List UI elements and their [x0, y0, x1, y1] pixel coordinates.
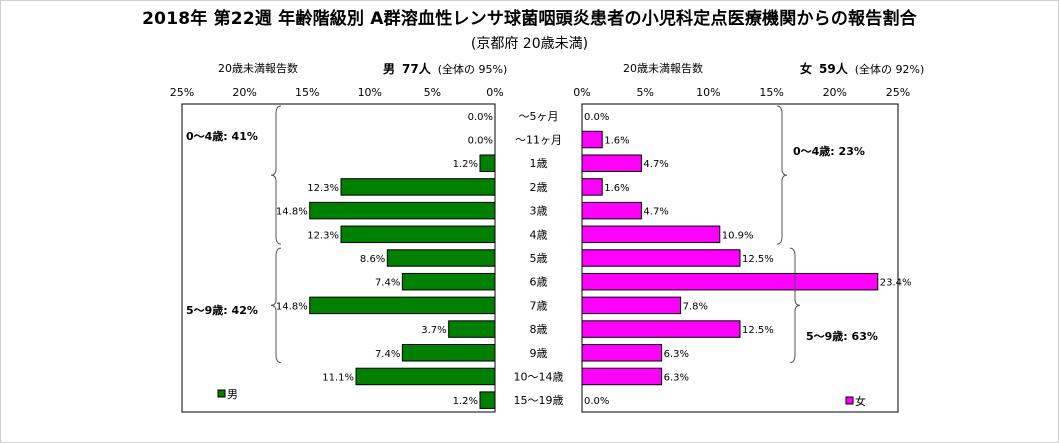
- female-bar: [581, 344, 663, 362]
- female-value-label: 0.0%: [584, 396, 609, 407]
- male-x-tick-label: 15%: [295, 86, 319, 99]
- female-value-label: 12.5%: [742, 254, 774, 265]
- male-bar: [479, 391, 496, 409]
- female-legend-swatch: [845, 396, 854, 405]
- female-bar: [581, 320, 741, 338]
- female-x-tick-label: 15%: [759, 86, 783, 99]
- male-group-label: 0～4歳: 41%: [186, 129, 258, 143]
- male-x-tick-label: 25%: [170, 86, 194, 99]
- male-bar: [309, 201, 496, 220]
- female-bar: [581, 201, 642, 220]
- male-value-label: 0.0%: [468, 136, 493, 147]
- male-header-summary: 男 77人 (全体の 95%): [383, 60, 507, 77]
- female-header-share: (全体の 92%): [854, 63, 925, 76]
- male-value-label: 7.4%: [375, 349, 400, 360]
- female-group-label: 0～4歳: 23%: [793, 144, 865, 158]
- male-x-tick-label: 0%: [486, 86, 503, 99]
- female-header-summary: 女 59人 (全体の 92%): [800, 60, 924, 77]
- female-value-label: 1.6%: [604, 136, 629, 147]
- age-category-label: 6歳: [530, 276, 548, 289]
- male-header-count: 77人: [402, 62, 431, 76]
- female-value-label: 4.7%: [643, 159, 668, 170]
- male-x-tick-label: 20%: [232, 86, 256, 99]
- male-value-label: 11.1%: [322, 372, 354, 383]
- female-value-label: 12.5%: [742, 325, 774, 336]
- male-bar: [340, 178, 496, 196]
- male-value-label: 1.2%: [453, 396, 478, 407]
- female-header-count: 59人: [819, 62, 848, 76]
- male-bar: [448, 320, 496, 338]
- female-x-tick-label: 10%: [696, 86, 720, 99]
- age-category-label: 4歳: [530, 228, 548, 241]
- female-value-label: 4.7%: [643, 207, 668, 218]
- male-bar: [386, 249, 496, 267]
- male-x-tick-label: 5%: [424, 86, 441, 99]
- female-value-label: 10.9%: [722, 230, 754, 241]
- female-value-label: 1.6%: [604, 183, 629, 194]
- male-bar: [340, 225, 496, 244]
- female-bar: [581, 272, 879, 291]
- female-value-label: 6.3%: [664, 349, 689, 360]
- female-bar: [581, 367, 663, 386]
- male-value-label: 1.2%: [453, 159, 478, 170]
- age-category-label: 2歳: [530, 181, 548, 194]
- male-value-label: 14.8%: [276, 207, 308, 218]
- female-bar: [581, 225, 721, 244]
- male-header-caption: 20歳未満報告数: [218, 62, 298, 75]
- female-bar: [581, 130, 603, 149]
- male-bar: [401, 344, 496, 362]
- male-header-share: (全体の 95%): [437, 63, 508, 76]
- age-category-label: 8歳: [530, 323, 548, 336]
- male-header-sex: 男: [383, 62, 396, 76]
- female-x-tick-label: 25%: [886, 86, 910, 99]
- female-group-label: 5～9歳: 63%: [806, 329, 878, 343]
- female-x-tick-label: 20%: [823, 86, 847, 99]
- female-value-label: 7.8%: [683, 301, 708, 312]
- male-bar: [355, 367, 496, 386]
- male-value-label: 12.3%: [307, 230, 339, 241]
- male-bar: [309, 296, 496, 315]
- chart-title: 2018年 第22週 年齢階級別 A群溶血性レンサ球菌咽頭炎患者の小児科定点医療…: [142, 9, 917, 29]
- age-category-label: 9歳: [530, 347, 548, 360]
- age-category-label: ～5ヶ月: [519, 110, 559, 123]
- female-value-label: 6.3%: [664, 372, 689, 383]
- male-group-label: 5～9歳: 42%: [186, 303, 258, 317]
- female-x-tick-label: 5%: [636, 86, 653, 99]
- male-value-label: 14.8%: [276, 301, 308, 312]
- age-category-label: 10～14歳: [514, 370, 564, 383]
- female-group-brace: [789, 247, 801, 364]
- female-bar: [581, 249, 741, 267]
- female-group-brace: [776, 105, 788, 245]
- female-header-caption: 20歳未満報告数: [623, 62, 703, 75]
- age-category-label: 5歳: [530, 252, 548, 265]
- male-bar: [479, 154, 496, 172]
- male-group-brace: [270, 247, 282, 364]
- female-legend-label: 女: [855, 394, 866, 408]
- age-category-label: ～11ヶ月: [515, 134, 562, 147]
- male-legend-swatch: [217, 389, 226, 398]
- male-value-label: 3.7%: [421, 325, 446, 336]
- female-x-tick-label: 0%: [573, 86, 590, 99]
- male-legend-label: 男: [227, 388, 238, 401]
- male-value-label: 12.3%: [307, 183, 339, 194]
- age-category-label: 15～19歳: [514, 394, 564, 407]
- female-bar: [581, 178, 603, 196]
- age-category-label: 7歳: [530, 299, 548, 312]
- male-x-tick-label: 10%: [358, 86, 382, 99]
- female-header-sex: 女: [800, 62, 813, 76]
- chart-subtitle: (京都府 20歳未満): [470, 36, 589, 52]
- male-value-label: 8.6%: [360, 254, 385, 265]
- male-value-label: 0.0%: [468, 112, 493, 123]
- female-bar: [581, 154, 642, 172]
- female-value-label: 23.4%: [880, 278, 912, 289]
- male-value-label: 7.4%: [375, 278, 400, 289]
- age-category-label: 1歳: [530, 157, 548, 170]
- male-bar: [401, 272, 496, 291]
- male-group-brace: [270, 105, 282, 245]
- female-value-label: 0.0%: [584, 112, 609, 123]
- age-category-label: 3歳: [530, 205, 548, 218]
- female-bar: [581, 296, 682, 315]
